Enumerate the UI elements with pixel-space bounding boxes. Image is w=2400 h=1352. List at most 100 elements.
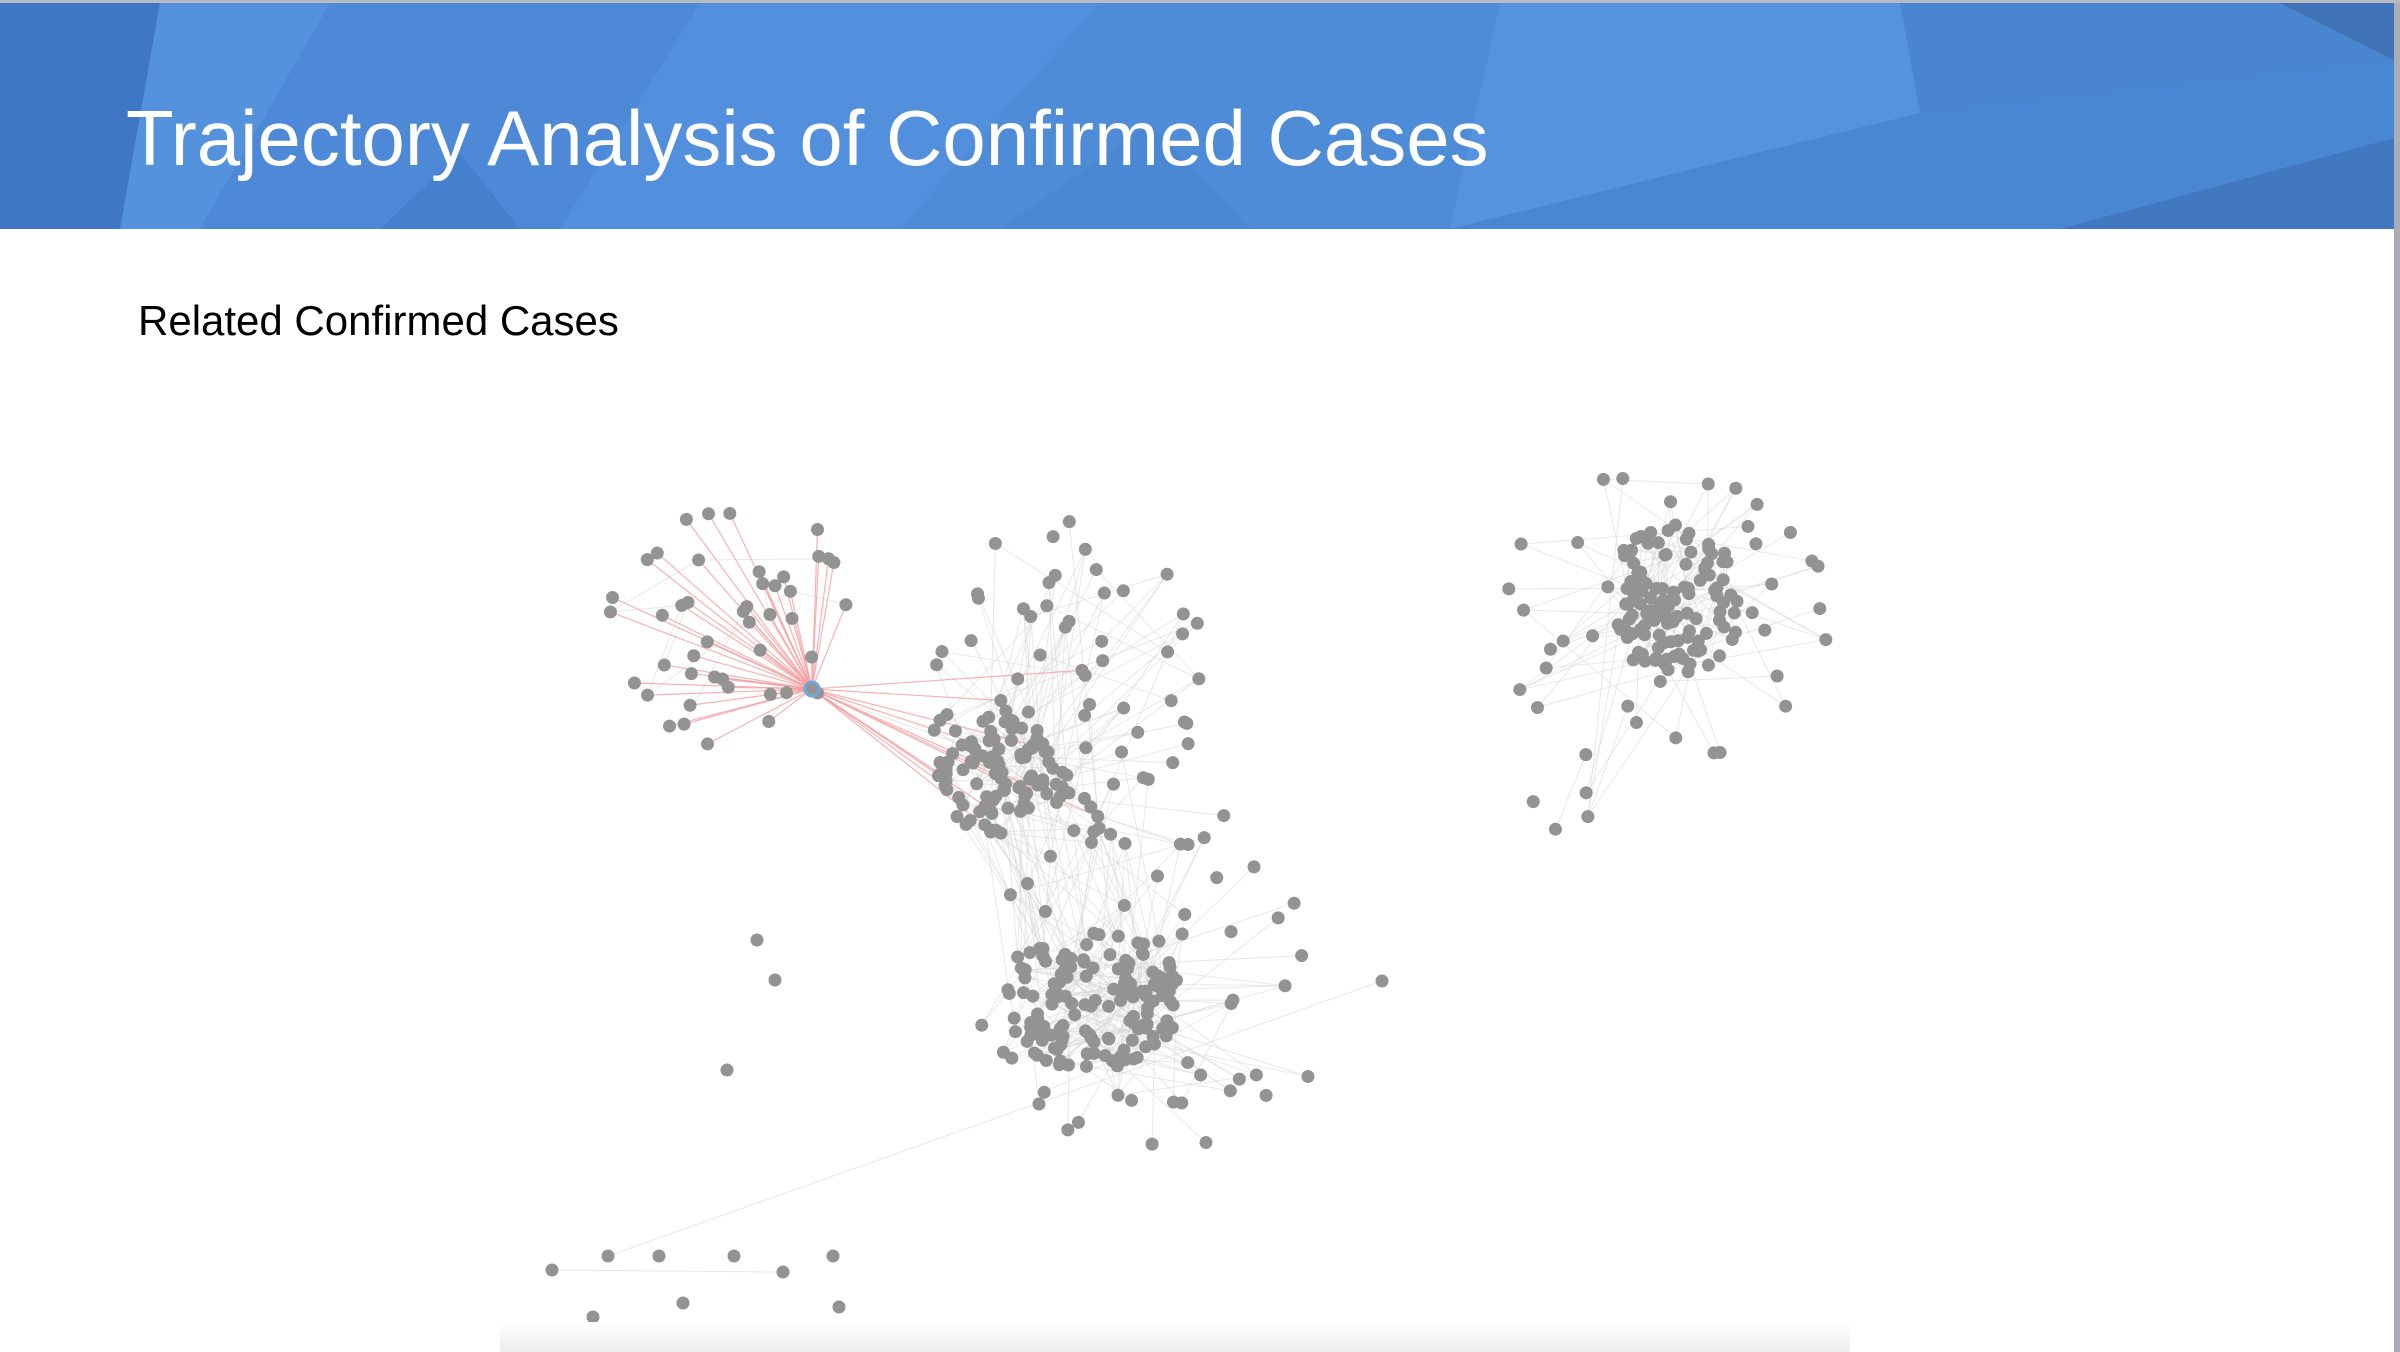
case-node[interactable] xyxy=(1502,582,1516,596)
case-node[interactable] xyxy=(1021,705,1035,719)
case-node[interactable] xyxy=(933,713,947,727)
case-node[interactable] xyxy=(1004,733,1018,747)
case-node[interactable] xyxy=(997,783,1011,797)
case-node[interactable] xyxy=(1805,554,1819,568)
case-node[interactable] xyxy=(785,611,799,625)
case-node[interactable] xyxy=(753,643,767,657)
case-node[interactable] xyxy=(1040,599,1054,613)
case-node[interactable] xyxy=(1657,593,1671,607)
case-node[interactable] xyxy=(1669,731,1683,745)
case-node[interactable] xyxy=(1111,929,1125,943)
case-node[interactable] xyxy=(1702,542,1716,556)
case-node[interactable] xyxy=(1670,610,1684,624)
case-node[interactable] xyxy=(1770,669,1784,683)
case-node[interactable] xyxy=(1625,627,1639,641)
case-node[interactable] xyxy=(768,973,782,987)
case-node[interactable] xyxy=(677,717,691,731)
case-node[interactable] xyxy=(1152,934,1166,948)
case-node[interactable] xyxy=(1032,1097,1046,1111)
case-node[interactable] xyxy=(1166,756,1180,770)
case-node[interactable] xyxy=(1118,836,1132,850)
case-node[interactable] xyxy=(780,686,794,700)
case-node[interactable] xyxy=(1024,609,1038,623)
case-node[interactable] xyxy=(939,766,953,780)
case-node[interactable] xyxy=(1020,877,1034,891)
case-node[interactable] xyxy=(1005,1051,1019,1065)
case-node[interactable] xyxy=(976,714,990,728)
case-node[interactable] xyxy=(811,522,825,536)
case-node[interactable] xyxy=(720,1063,734,1077)
case-node[interactable] xyxy=(1633,649,1647,663)
case-node[interactable] xyxy=(1097,586,1111,600)
case-node[interactable] xyxy=(1223,1084,1237,1098)
case-node[interactable] xyxy=(1682,587,1696,601)
case-node[interactable] xyxy=(1153,980,1167,994)
case-node[interactable] xyxy=(1020,1034,1034,1048)
case-node[interactable] xyxy=(1693,573,1707,587)
case-node[interactable] xyxy=(681,595,695,609)
case-node[interactable] xyxy=(1098,1049,1112,1063)
case-node[interactable] xyxy=(1068,1008,1082,1022)
case-node[interactable] xyxy=(1092,821,1106,835)
case-node[interactable] xyxy=(1025,741,1039,755)
case-node[interactable] xyxy=(1046,530,1060,544)
case-node[interactable] xyxy=(740,600,754,614)
case-node[interactable] xyxy=(1067,824,1081,838)
case-node[interactable] xyxy=(606,590,620,604)
case-node[interactable] xyxy=(927,723,941,737)
case-node[interactable] xyxy=(1139,1021,1153,1035)
case-node[interactable] xyxy=(982,734,996,748)
case-node[interactable] xyxy=(1117,898,1131,912)
case-node[interactable] xyxy=(1038,905,1052,919)
case-node[interactable] xyxy=(998,715,1012,729)
case-node[interactable] xyxy=(1117,701,1131,715)
case-node[interactable] xyxy=(1181,1056,1195,1070)
case-node[interactable] xyxy=(988,536,1002,550)
case-node[interactable] xyxy=(1125,1093,1139,1107)
case-node[interactable] xyxy=(930,658,944,672)
case-node[interactable] xyxy=(1664,495,1678,509)
case-node[interactable] xyxy=(1078,668,1092,682)
case-node[interactable] xyxy=(1131,936,1145,950)
case-node[interactable] xyxy=(1712,649,1726,663)
case-node[interactable] xyxy=(1084,800,1098,814)
case-node[interactable] xyxy=(1686,643,1700,657)
case-node[interactable] xyxy=(1586,629,1600,643)
case-node[interactable] xyxy=(1139,1040,1153,1054)
case-node[interactable] xyxy=(1115,745,1129,759)
case-node[interactable] xyxy=(1750,497,1764,511)
case-node[interactable] xyxy=(702,507,716,521)
case-node[interactable] xyxy=(832,1300,846,1314)
case-node[interactable] xyxy=(1166,998,1180,1012)
case-node[interactable] xyxy=(655,608,669,622)
case-node[interactable] xyxy=(1779,699,1793,713)
case-node[interactable] xyxy=(964,634,978,648)
case-node[interactable] xyxy=(1165,1021,1179,1035)
case-node[interactable] xyxy=(1042,576,1056,590)
case-node[interactable] xyxy=(1514,537,1528,551)
case-node[interactable] xyxy=(1278,979,1292,993)
case-node[interactable] xyxy=(1047,1041,1061,1055)
case-node[interactable] xyxy=(1062,614,1076,628)
case-node[interactable] xyxy=(1680,606,1694,620)
case-node[interactable] xyxy=(1053,1022,1067,1036)
case-node[interactable] xyxy=(1710,581,1724,595)
case-node[interactable] xyxy=(1027,1046,1041,1060)
case-node[interactable] xyxy=(1679,557,1693,571)
case-node[interactable] xyxy=(999,704,1013,718)
case-node[interactable] xyxy=(652,1249,666,1263)
case-node[interactable] xyxy=(1014,804,1028,818)
case-node[interactable] xyxy=(1014,748,1028,762)
graph-nodes[interactable] xyxy=(545,472,1833,1324)
case-node[interactable] xyxy=(1082,698,1096,712)
case-node[interactable] xyxy=(1765,577,1779,591)
case-node[interactable] xyxy=(1080,1047,1094,1061)
case-node[interactable] xyxy=(1375,974,1389,988)
case-node[interactable] xyxy=(1701,658,1715,672)
case-node[interactable] xyxy=(1106,777,1120,791)
case-node[interactable] xyxy=(1026,989,1040,1003)
case-node[interactable] xyxy=(1630,716,1644,730)
case-node[interactable] xyxy=(586,1310,600,1324)
case-node[interactable] xyxy=(1526,795,1540,809)
case-node[interactable] xyxy=(1071,1115,1085,1129)
